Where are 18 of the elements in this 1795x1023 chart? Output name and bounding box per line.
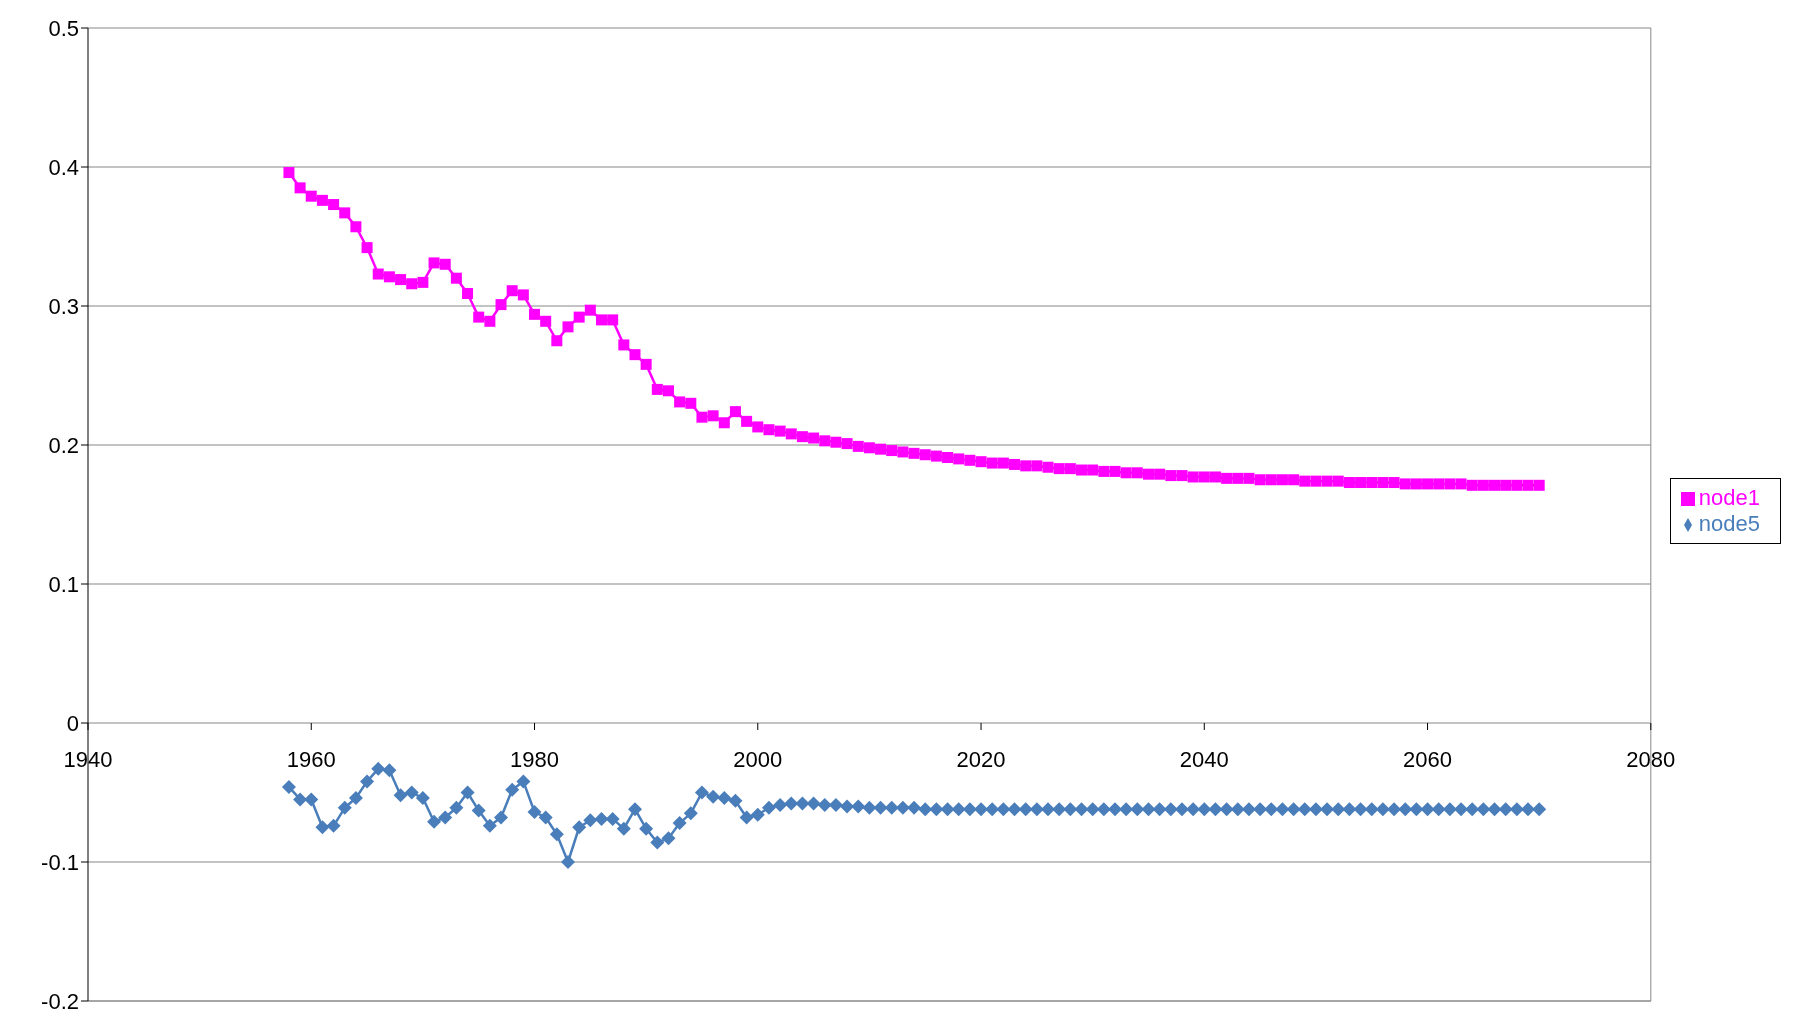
x-tick-label: 2040 <box>1179 747 1229 772</box>
x-tick-label: 2000 <box>733 747 783 772</box>
legend-label: node1 <box>1698 484 1760 510</box>
y-tick-label: -0.1 <box>41 849 79 875</box>
y-tick-label: 0.2 <box>48 432 79 458</box>
y-tick-label: 0.4 <box>48 154 79 180</box>
y-tick-label: 0 <box>66 710 79 736</box>
x-tick-label: 2020 <box>956 747 1006 772</box>
y-tick-label: 0.3 <box>48 293 79 319</box>
x-tick-label: 2080 <box>1626 747 1676 772</box>
x-tick-label: 1960 <box>286 747 336 772</box>
x-tick-label: 2060 <box>1403 747 1453 772</box>
legend-label: node5 <box>1698 510 1760 536</box>
y-tick-label: -0.2 <box>41 988 79 1014</box>
y-tick-label: 0.1 <box>48 571 79 597</box>
y-tick-label: 0.5 <box>48 15 79 41</box>
x-tick-label: 1940 <box>63 747 113 772</box>
x-tick-label: 1980 <box>510 747 559 772</box>
